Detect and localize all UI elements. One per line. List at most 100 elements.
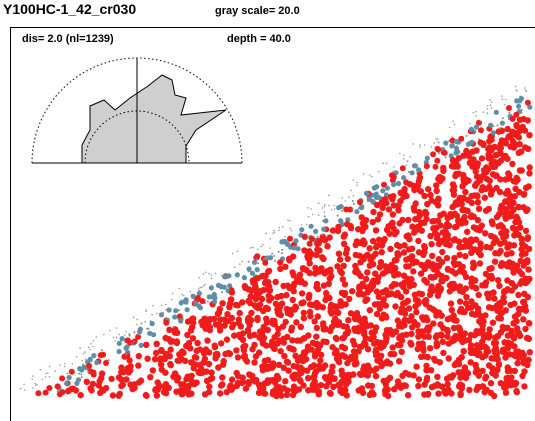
gray-particle — [351, 207, 354, 210]
red-particle — [255, 381, 263, 388]
blue-particle — [395, 180, 402, 187]
red-particle — [372, 324, 380, 331]
surface-grain — [333, 208, 336, 210]
red-particle — [502, 140, 509, 147]
red-particle — [403, 263, 410, 270]
red-particle — [345, 317, 352, 324]
surface-grain — [323, 211, 326, 213]
surface-grain — [234, 266, 236, 269]
red-particle — [68, 368, 75, 375]
red-particle — [483, 175, 490, 183]
red-particle — [520, 352, 527, 359]
surface-grain — [475, 110, 477, 113]
red-particle — [421, 391, 428, 398]
surface-grain — [118, 333, 120, 336]
red-particle — [459, 243, 466, 251]
gray-particle — [87, 370, 90, 373]
red-particle — [311, 381, 319, 388]
surface-grain — [48, 365, 51, 368]
blue-particle — [338, 204, 344, 210]
blue-particle — [147, 330, 153, 336]
red-particle — [421, 192, 428, 200]
blue-particle — [66, 374, 72, 381]
red-particle — [371, 340, 378, 347]
red-particle — [235, 316, 242, 323]
surface-grain — [75, 355, 78, 358]
red-particle — [515, 310, 522, 318]
surface-grain — [350, 189, 353, 192]
red-particle — [221, 322, 228, 329]
red-particle — [494, 366, 501, 374]
surface-grain — [23, 383, 25, 386]
gray-particle — [265, 256, 268, 259]
red-particle — [277, 348, 284, 355]
red-particle — [421, 381, 428, 388]
red-particle — [349, 288, 356, 295]
red-particle — [394, 341, 402, 349]
blue-particle — [116, 340, 122, 346]
surface-grain — [168, 307, 170, 310]
red-particle — [516, 267, 523, 275]
red-particle — [448, 306, 455, 314]
red-particle — [475, 372, 482, 379]
rose-polygon — [81, 74, 227, 164]
red-particle — [275, 325, 282, 333]
red-particle — [308, 346, 315, 353]
surface-grain — [370, 175, 373, 178]
gray-particle — [206, 300, 209, 303]
red-particle — [520, 298, 527, 306]
red-particle — [475, 383, 483, 391]
red-particle — [338, 269, 345, 277]
surface-grain — [419, 144, 421, 146]
surface-grain — [469, 122, 471, 125]
red-particle — [383, 358, 391, 365]
blue-particle — [345, 217, 351, 223]
red-particle — [479, 140, 487, 147]
blue-particle — [178, 318, 184, 324]
red-particle — [409, 324, 416, 331]
red-particle — [135, 352, 142, 360]
red-particle — [445, 222, 453, 230]
red-particle — [473, 173, 481, 180]
gray-particle — [172, 325, 175, 328]
blue-particle — [490, 130, 496, 136]
red-particle — [282, 378, 289, 385]
red-particle — [290, 253, 297, 260]
red-particle — [277, 259, 284, 266]
red-particle — [428, 197, 435, 204]
surface-grain — [278, 229, 280, 232]
surface-grain — [438, 141, 440, 144]
red-particle — [378, 352, 385, 359]
red-particle — [219, 300, 226, 307]
red-particle — [300, 315, 307, 322]
red-particle — [237, 334, 244, 341]
red-particle — [433, 187, 440, 195]
red-particle — [521, 368, 528, 375]
surface-grain — [328, 204, 330, 207]
gray-particle — [415, 176, 418, 179]
surface-grain — [208, 272, 210, 275]
red-particle — [479, 338, 486, 345]
red-particle — [501, 348, 508, 356]
red-particle — [305, 294, 312, 302]
red-particle — [118, 364, 125, 371]
red-particle — [157, 355, 164, 362]
red-particle — [451, 201, 458, 209]
red-particle — [413, 258, 420, 266]
red-particle — [410, 281, 417, 288]
red-particle — [305, 374, 312, 382]
red-particle — [255, 389, 263, 396]
red-particle — [352, 314, 359, 321]
red-particle — [418, 329, 425, 336]
gray-particle — [367, 200, 369, 203]
red-particle — [441, 149, 448, 156]
surface-grain — [115, 327, 118, 329]
red-particle — [426, 291, 434, 299]
surface-grain — [112, 336, 115, 339]
red-particle — [512, 218, 519, 226]
red-particle — [387, 245, 394, 253]
red-particle — [465, 336, 473, 343]
surface-grain — [300, 224, 303, 226]
red-particle — [415, 249, 423, 256]
red-particle — [462, 188, 469, 196]
